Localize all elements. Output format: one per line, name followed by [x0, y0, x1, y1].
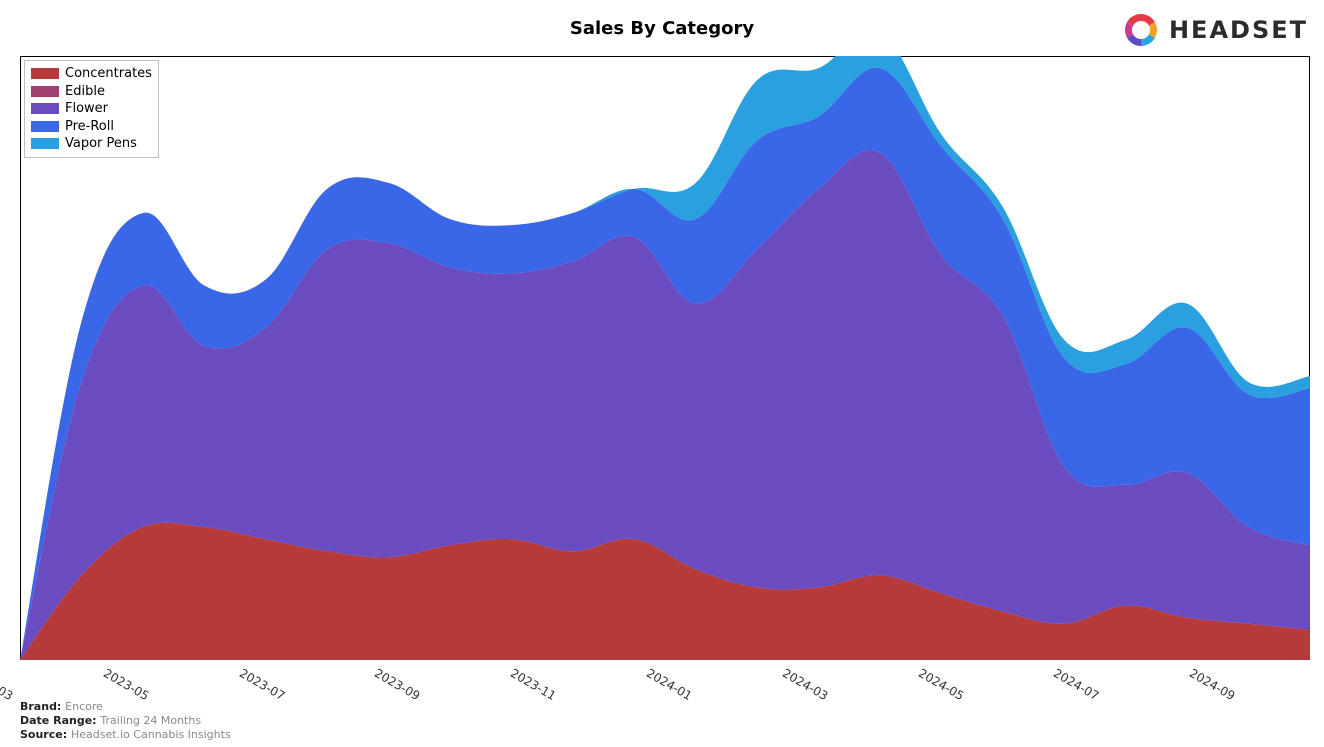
legend-swatch	[31, 138, 59, 149]
brand-logo: HEADSET	[1121, 10, 1308, 50]
x-tick-label: 2024-01	[644, 666, 694, 703]
legend: ConcentratesEdibleFlowerPre-RollVapor Pe…	[24, 60, 159, 158]
brand-logo-text: HEADSET	[1169, 16, 1308, 44]
footer-value: Headset.io Cannabis Insights	[71, 728, 231, 741]
footer-label: Source:	[20, 728, 71, 741]
legend-swatch	[31, 103, 59, 114]
chart-footer: Brand: EncoreDate Range: Trailing 24 Mon…	[20, 700, 231, 741]
x-tick-label: 2023-03	[0, 666, 15, 703]
chart-title-text: Sales By Category	[570, 18, 754, 39]
x-tick-label: 2023-09	[372, 666, 422, 703]
legend-item-pre-roll: Pre-Roll	[31, 118, 152, 136]
legend-item-vapor-pens: Vapor Pens	[31, 135, 152, 153]
footer-line: Source: Headset.io Cannabis Insights	[20, 728, 231, 742]
x-tick-label: 2024-05	[916, 666, 966, 703]
x-tick-label: 2024-07	[1051, 666, 1101, 703]
legend-swatch	[31, 68, 59, 79]
x-tick-label: 2023-05	[101, 666, 151, 703]
legend-label: Pre-Roll	[65, 118, 114, 136]
x-tick-label: 2024-03	[780, 666, 830, 703]
footer-label: Date Range:	[20, 714, 100, 727]
x-tick-label: 2024-09	[1187, 666, 1237, 703]
legend-label: Flower	[65, 100, 108, 118]
legend-item-flower: Flower	[31, 100, 152, 118]
legend-swatch	[31, 121, 59, 132]
x-tick-label: 2023-11	[508, 666, 558, 703]
legend-item-concentrates: Concentrates	[31, 65, 152, 83]
stacked-area-chart	[20, 56, 1310, 660]
legend-swatch	[31, 86, 59, 97]
legend-label: Edible	[65, 83, 105, 101]
x-tick-label: 2023-07	[237, 666, 287, 703]
legend-label: Vapor Pens	[65, 135, 137, 153]
legend-label: Concentrates	[65, 65, 152, 83]
footer-label: Brand:	[20, 700, 65, 713]
footer-value: Trailing 24 Months	[100, 714, 201, 727]
footer-line: Brand: Encore	[20, 700, 231, 714]
footer-line: Date Range: Trailing 24 Months	[20, 714, 231, 728]
footer-value: Encore	[65, 700, 103, 713]
headset-logo-icon	[1121, 10, 1161, 50]
legend-item-edible: Edible	[31, 83, 152, 101]
